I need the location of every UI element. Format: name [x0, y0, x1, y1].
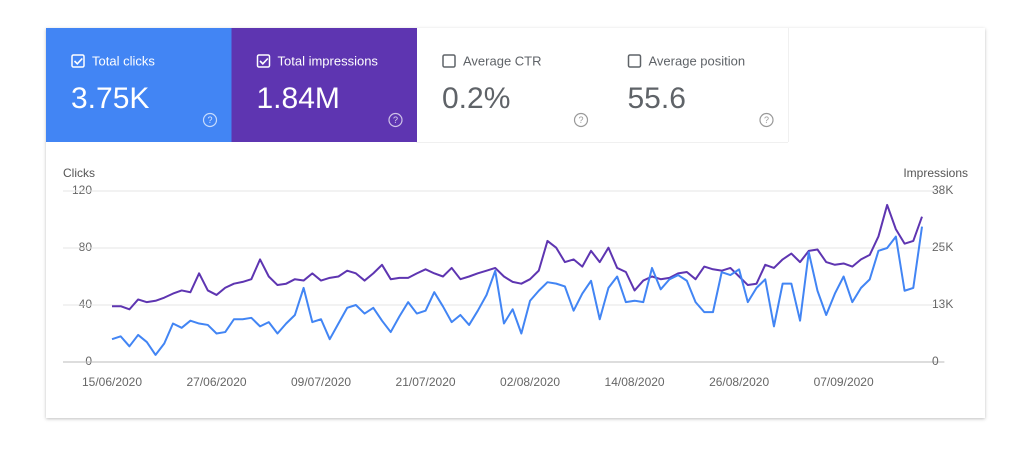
tile-value: 3.75K [71, 82, 149, 115]
x-tick-label: 07/09/2020 [814, 375, 874, 389]
x-tick-label: 21/07/2020 [396, 375, 456, 389]
y-tick-label: 120 [72, 183, 92, 197]
metric-tile[interactable]: Total impressions 1.84M? [231, 28, 418, 142]
y-axis-title: Clicks [63, 166, 95, 180]
y2-axis-title: Impressions [903, 166, 968, 180]
checkbox [256, 54, 271, 68]
x-tick-label: 09/07/2020 [291, 375, 351, 389]
help-icon [388, 112, 403, 128]
series-line [112, 203, 923, 311]
metric-tile[interactable]: Average position 55.6? [602, 28, 789, 142]
help-icon-glyph: ? [393, 115, 398, 125]
tile-label: Total impressions [278, 53, 379, 68]
x-tick-label: 14/08/2020 [605, 375, 665, 389]
y2-tick-label: 13K [932, 297, 953, 311]
tile-label: Average CTR [463, 53, 542, 68]
y2-tick-label: 0 [932, 354, 939, 368]
y-tick-label: 0 [85, 354, 92, 368]
x-tick-label: 02/08/2020 [500, 375, 560, 389]
help-icon-glyph: ? [578, 115, 583, 125]
y2-tick-label: 25K [932, 240, 953, 254]
x-tick-label: 26/08/2020 [709, 375, 769, 389]
tile-bg [417, 28, 603, 142]
tile-bg [231, 28, 417, 142]
tile-value: 1.84M [257, 82, 340, 115]
y-tick-label: 40 [79, 297, 93, 311]
checkbox [442, 54, 456, 68]
checkmark [73, 57, 83, 65]
tile-label: Total clicks [92, 53, 155, 68]
metric-tile[interactable]: Total clicks 3.75K? [46, 28, 232, 142]
x-tick-label: 27/06/2020 [186, 375, 246, 389]
help-icon [759, 112, 774, 128]
tile-label: Average position [649, 53, 746, 68]
metric-tile[interactable]: Average CTR 0.2%? [417, 28, 603, 142]
checkbox [71, 54, 85, 68]
tile-value: 0.2% [442, 82, 510, 115]
series-line [111, 226, 923, 356]
y-tick-label: 80 [79, 240, 93, 254]
help-icon-glyph: ? [764, 115, 769, 125]
tile-bg [46, 28, 232, 142]
checkmark [259, 57, 269, 65]
tile-bg [602, 28, 788, 142]
x-tick-label: 15/06/2020 [82, 375, 142, 389]
y2-tick-label: 38K [932, 183, 953, 197]
tile-value: 55.6 [628, 82, 686, 115]
help-icon [573, 112, 589, 128]
checkbox [627, 54, 642, 68]
help-icon [202, 112, 218, 128]
help-icon-glyph: ? [207, 115, 212, 125]
